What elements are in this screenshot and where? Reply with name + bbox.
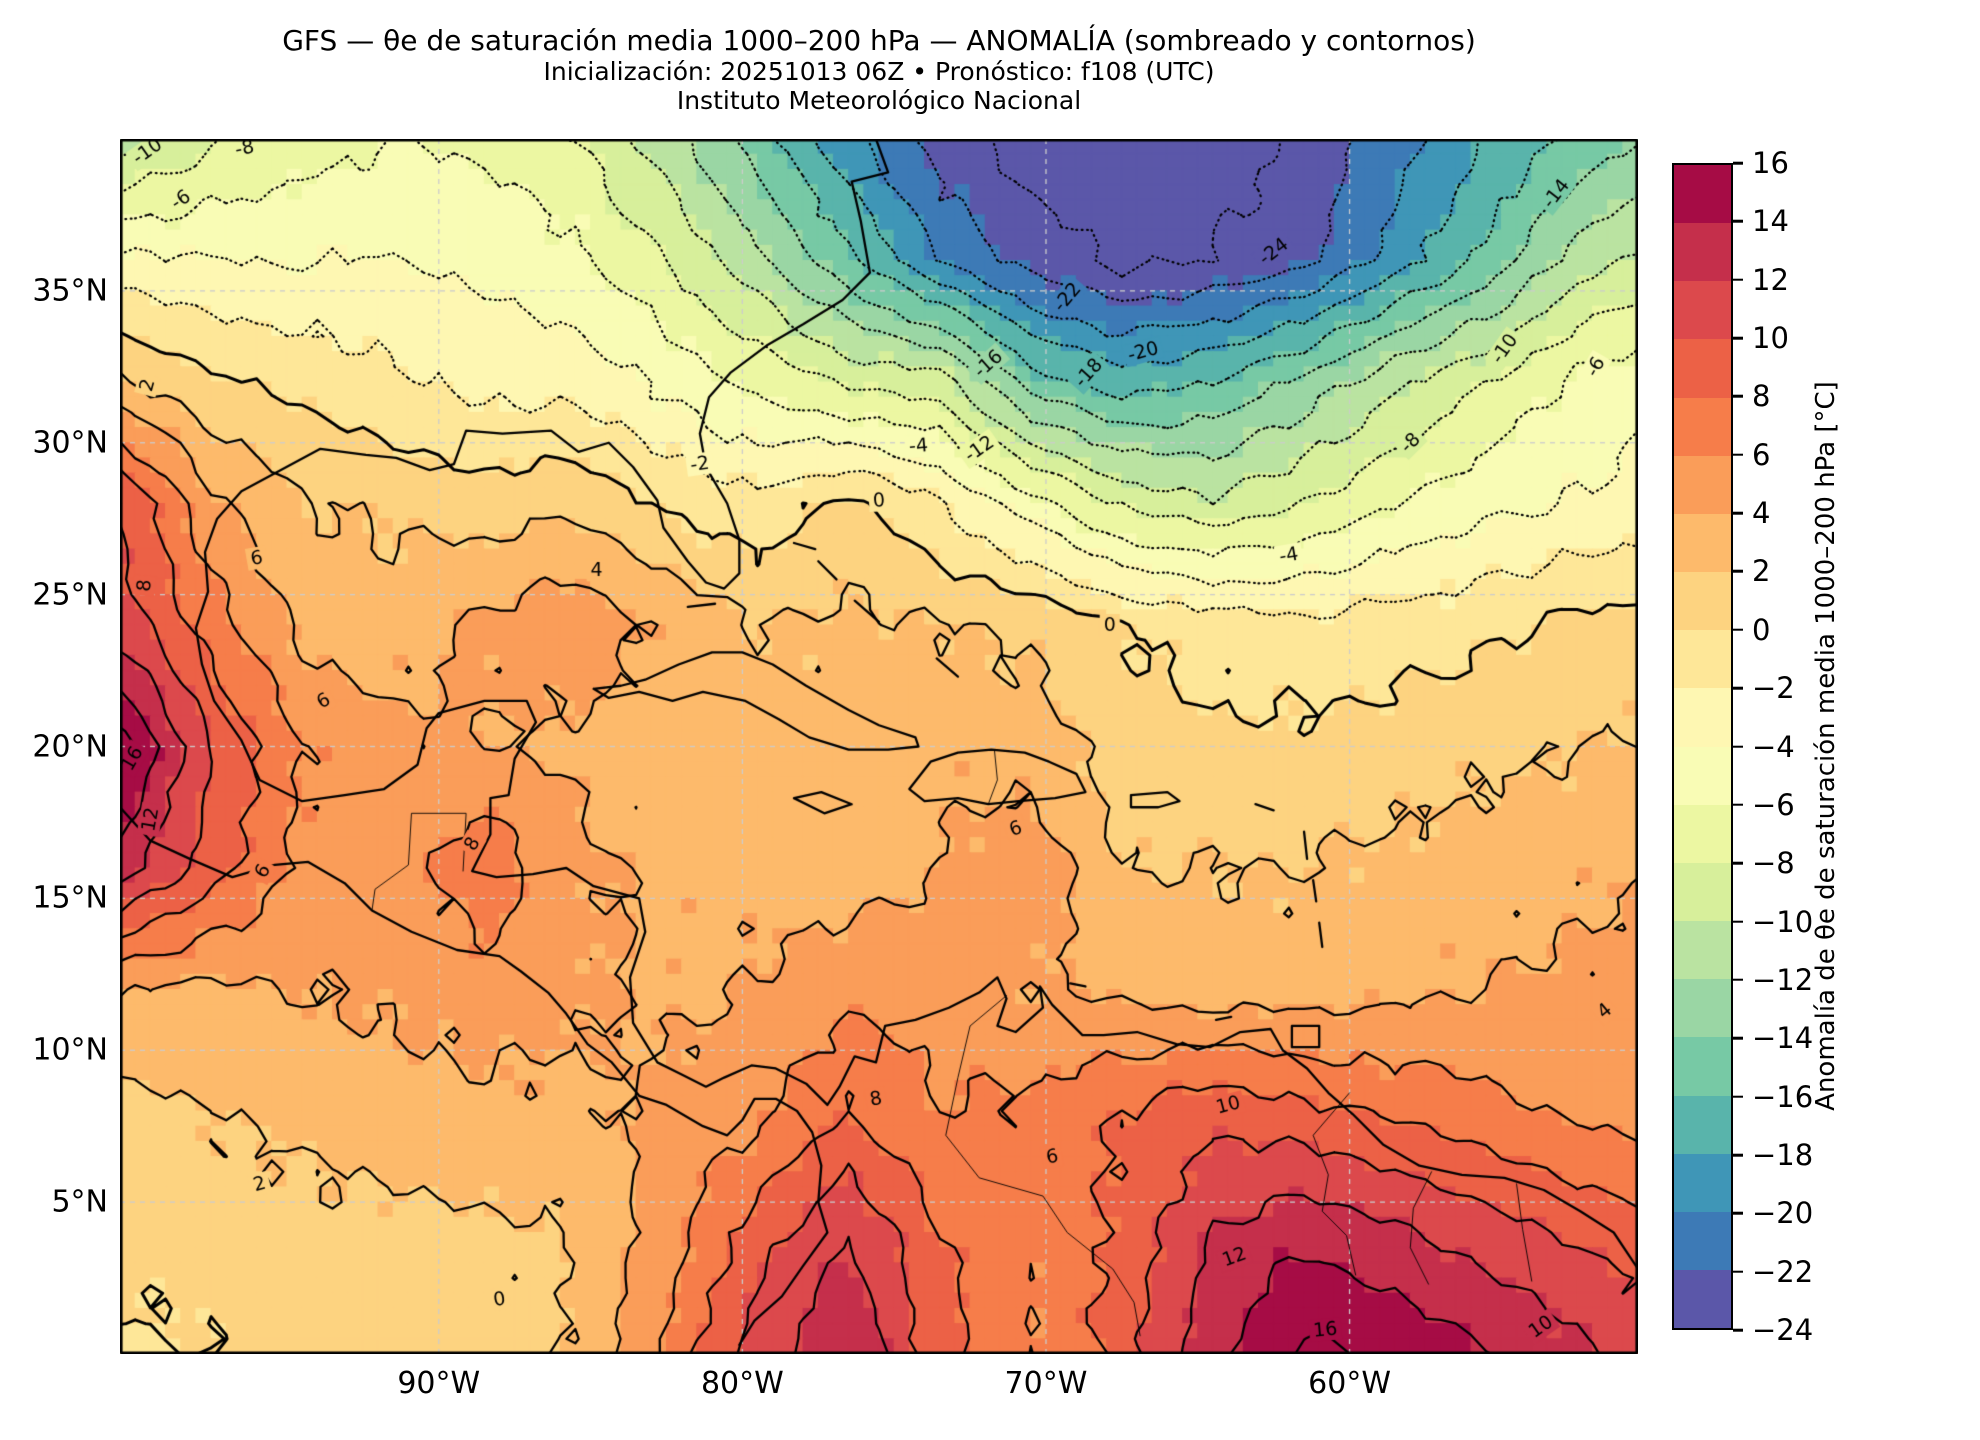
colorbar-tick-label: 10 (1752, 321, 1789, 356)
colorbar-tick-label: −12 (1752, 962, 1814, 997)
colorbar-band (1674, 979, 1731, 1038)
colorbar-tick-label: 2 (1752, 554, 1771, 589)
colorbar-tick-mark (1733, 686, 1743, 690)
colorbar (1672, 163, 1733, 1330)
y-axis-tick-label: 20°N (32, 729, 108, 764)
colorbar-tick-label: −10 (1752, 904, 1814, 939)
colorbar-tick-label: −20 (1752, 1196, 1814, 1231)
chart-title: GFS — θe de saturación media 1000–200 hP… (282, 24, 1476, 57)
x-axis-tick-label: 90°W (397, 1366, 481, 1401)
colorbar-tick-label: 4 (1752, 496, 1771, 531)
colorbar-axis-label: Anomalía de θe de saturación media 1000–… (1811, 381, 1841, 1111)
colorbar-tick-label: −14 (1752, 1021, 1814, 1056)
colorbar-tick-label: 8 (1752, 379, 1771, 414)
colorbar-tick-mark (1733, 278, 1743, 281)
colorbar-band (1674, 1211, 1731, 1270)
y-axis-tick-label: 25°N (32, 577, 108, 613)
colorbar-tick-mark (1733, 453, 1743, 457)
colorbar-tick-mark (1733, 1095, 1743, 1098)
colorbar-band (1674, 746, 1731, 805)
colorbar-tick-label: −16 (1752, 1079, 1814, 1114)
colorbar-tick-mark (1733, 161, 1743, 165)
colorbar-tick-mark (1733, 220, 1743, 223)
colorbar-tick-mark (1733, 336, 1743, 340)
colorbar-band (1674, 455, 1731, 514)
colorbar-tick-label: −22 (1752, 1254, 1814, 1289)
colorbar-band (1674, 630, 1731, 689)
colorbar-tick-mark (1733, 1328, 1743, 1332)
colorbar-tick-mark (1733, 628, 1743, 632)
colorbar-band (1674, 804, 1731, 863)
colorbar-band (1674, 1269, 1731, 1329)
colorbar-tick-mark (1733, 1212, 1743, 1215)
x-axis-tick-label: 70°W (1004, 1366, 1088, 1401)
y-axis-tick-label: 10°N (32, 1032, 108, 1068)
colorbar-band (1674, 513, 1731, 573)
colorbar-tick-label: 6 (1752, 437, 1771, 472)
y-axis-tick-label: 30°N (32, 425, 108, 461)
colorbar-tick-label: −4 (1752, 729, 1795, 764)
colorbar-tick-mark (1733, 861, 1743, 865)
colorbar-band (1674, 572, 1731, 631)
colorbar-band (1674, 339, 1731, 398)
colorbar-band (1674, 281, 1731, 340)
x-axis-tick-label: 80°W (700, 1366, 784, 1401)
colorbar-tick-mark (1733, 920, 1743, 923)
colorbar-band (1674, 862, 1731, 922)
anomaly-contour-map (120, 139, 1638, 1354)
chart-subtitle: Inicialización: 20251013 06Z • Pronóstic… (543, 57, 1215, 86)
colorbar-tick-mark (1733, 978, 1743, 982)
colorbar-band (1674, 397, 1731, 456)
colorbar-tick-label: −18 (1752, 1137, 1814, 1172)
colorbar-band (1674, 1037, 1731, 1096)
colorbar-tick-label: 12 (1752, 262, 1789, 297)
y-axis-tick-label: 5°N (51, 1184, 108, 1220)
colorbar-tick-label: 0 (1752, 612, 1771, 647)
colorbar-band (1674, 921, 1731, 980)
colorbar-tick-label: −8 (1752, 846, 1795, 881)
colorbar-tick-mark (1733, 395, 1743, 398)
chart-institution: Instituto Meteorológico Nacional (676, 86, 1082, 115)
colorbar-tick-label: 16 (1752, 146, 1789, 180)
colorbar-tick-mark (1733, 511, 1743, 515)
x-axis-tick-label: 60°W (1308, 1366, 1391, 1401)
colorbar-tick-mark (1733, 803, 1743, 807)
colorbar-tick-mark (1733, 1153, 1743, 1157)
colorbar-band (1674, 688, 1731, 747)
colorbar-band (1674, 165, 1731, 224)
colorbar-tick-label: −24 (1752, 1313, 1814, 1347)
colorbar-band (1674, 1153, 1731, 1212)
colorbar-tick-mark (1733, 570, 1743, 573)
colorbar-band (1674, 223, 1731, 282)
colorbar-tick-label: −6 (1752, 787, 1795, 822)
colorbar-tick-mark (1733, 745, 1743, 748)
colorbar-tick-mark (1733, 1270, 1743, 1273)
y-axis-tick-label: 15°N (32, 880, 108, 916)
colorbar-tick-label: −2 (1752, 671, 1795, 706)
colorbar-tick-mark (1733, 1036, 1743, 1040)
colorbar-band (1674, 1095, 1731, 1154)
colorbar-tick-label: 14 (1752, 204, 1789, 239)
y-axis-tick-label: 35°N (32, 273, 108, 309)
